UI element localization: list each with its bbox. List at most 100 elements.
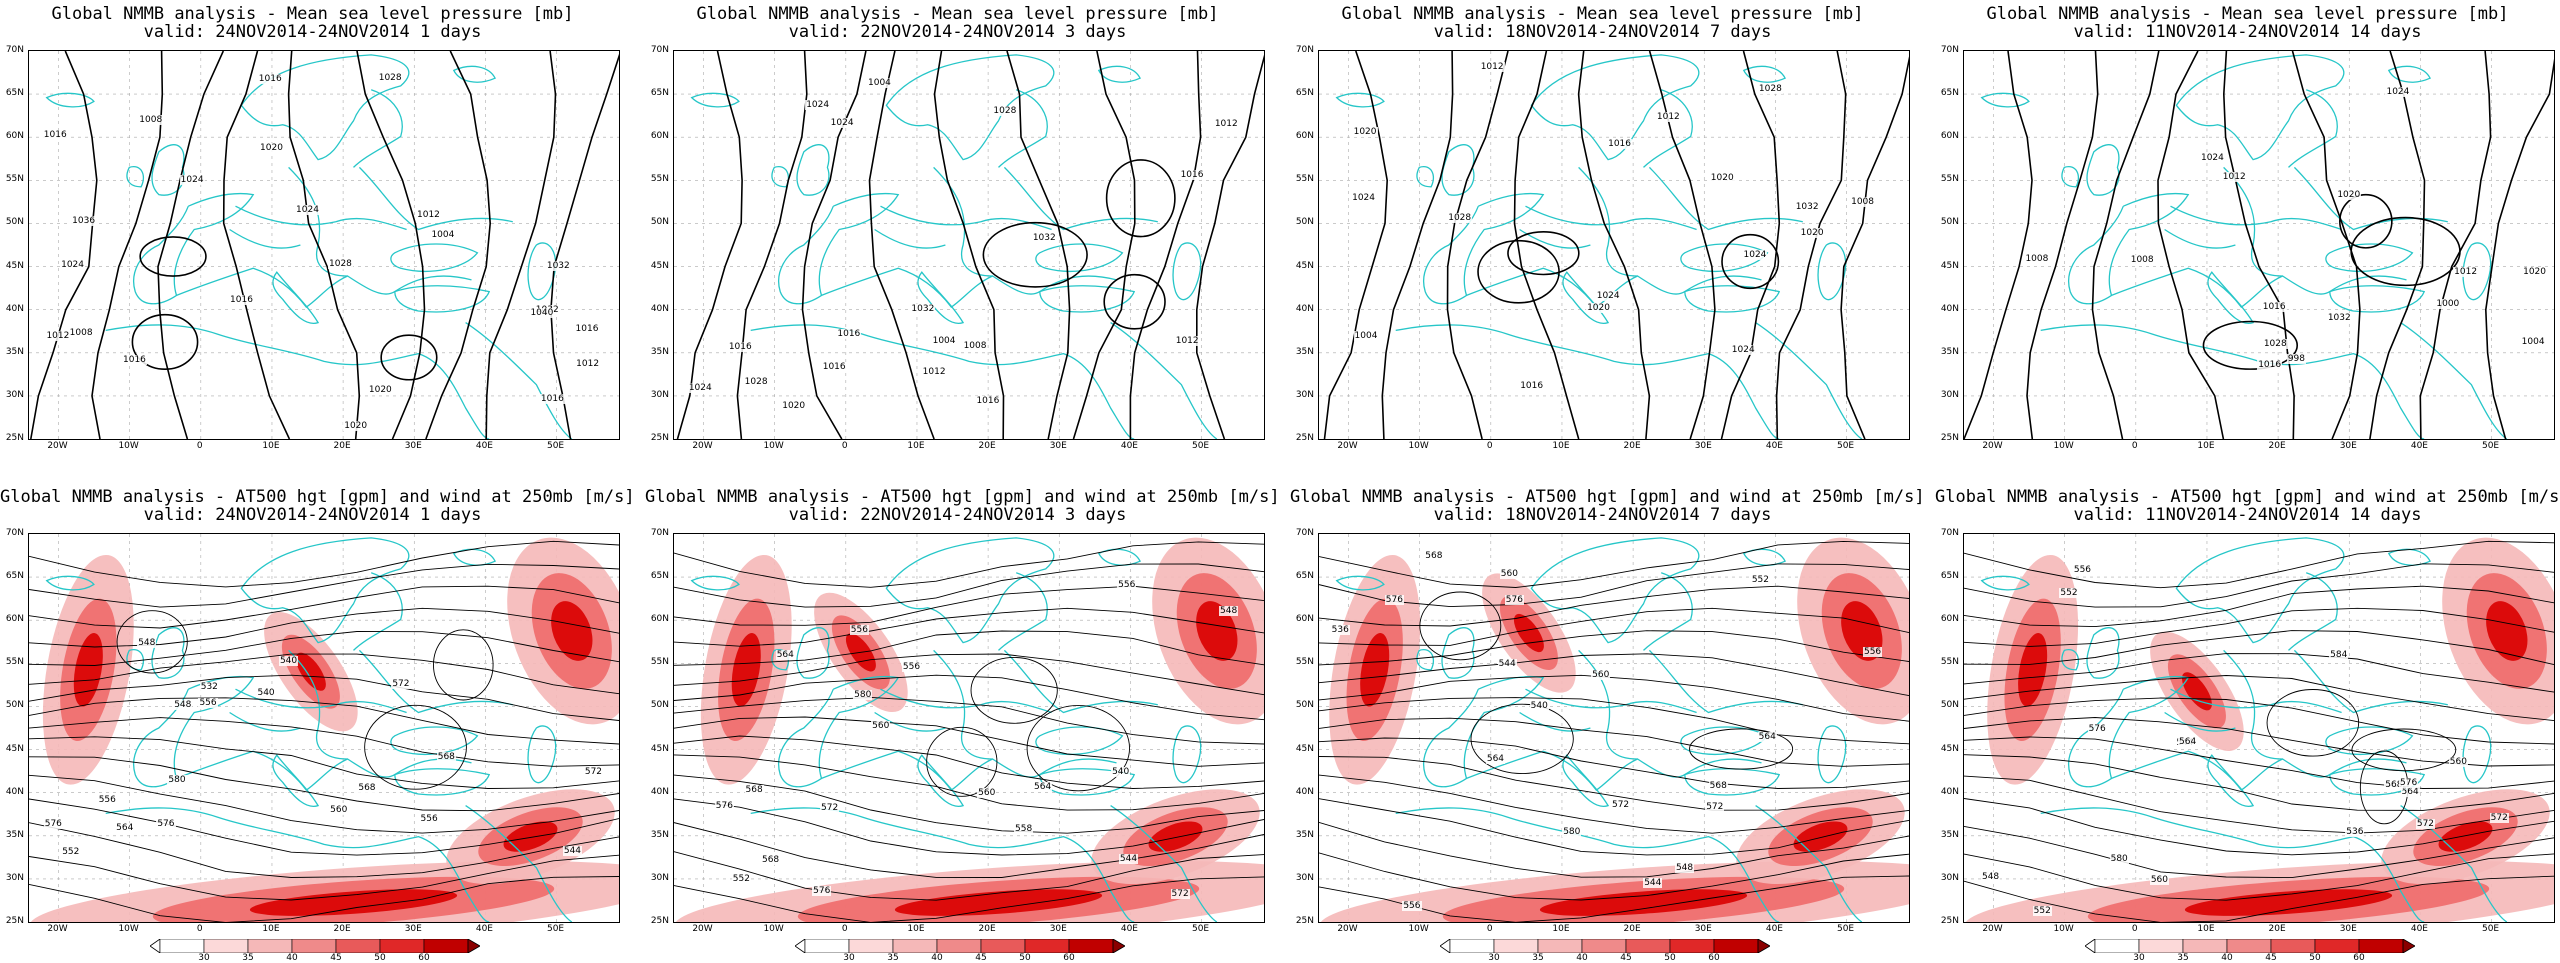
- contour-label: 1032: [545, 260, 571, 271]
- lon-tick-label: 20E: [1623, 441, 1641, 451]
- lon-tick-label: 10E: [2197, 441, 2215, 451]
- contour-label: 1028: [2262, 338, 2288, 349]
- contour-label: 540: [278, 656, 299, 667]
- lon-tick-label: 0: [2131, 441, 2138, 451]
- contour-line: [674, 754, 1264, 811]
- coast-path: [750, 324, 1135, 439]
- lat-tick-label: 60N: [1940, 131, 1959, 142]
- mslp-panel-4: Global NMMB analysis - Mean sea level pr…: [1935, 4, 2560, 451]
- coast-path: [2207, 271, 2255, 324]
- contour-line: [29, 653, 619, 695]
- coast-path: [1395, 324, 1780, 439]
- closed-contour: [1105, 159, 1176, 238]
- coast-path: [1035, 243, 1124, 272]
- colorbar-bin: [848, 939, 894, 953]
- contour-label: 1008: [2129, 255, 2155, 266]
- closed-contour: [1419, 591, 1502, 661]
- coast-path: [2164, 228, 2236, 249]
- contour-label: 1012: [2453, 267, 2479, 278]
- contour-label: 558: [1014, 824, 1034, 835]
- contour-label: 568: [2384, 779, 2404, 790]
- contour-line: [1319, 607, 1909, 646]
- coast-path: [288, 649, 348, 760]
- contour-line: [674, 774, 1264, 834]
- lat-tick-label: 30N: [5, 872, 24, 883]
- mslp-panel-1: Global NMMB analysis - Mean sea level pr…: [0, 5, 625, 451]
- contour-label: 584: [2329, 649, 2349, 660]
- contour-label: 556: [1402, 900, 1422, 911]
- lat-tick-label: 50N: [5, 217, 24, 228]
- colorbar-bin: [2138, 939, 2184, 953]
- coast-path: [2170, 205, 2342, 231]
- lat-tick-label: 25N: [650, 433, 669, 443]
- hgt500-panel-4: Global NMMB analysis - AT500 hgt [gpm] a…: [1935, 488, 2560, 963]
- colorbar-label: 35: [887, 953, 899, 963]
- coast-path: [151, 144, 185, 196]
- contour-line: [29, 774, 619, 834]
- closed-contour: [982, 221, 1088, 288]
- coast-path: [1335, 92, 1385, 108]
- colorbar-label: 60: [1063, 953, 1075, 963]
- contour-label: 1028: [377, 73, 403, 84]
- contour-line: [1381, 51, 1454, 439]
- contour-line: [1006, 51, 1071, 439]
- contour-label: 540: [1111, 766, 1131, 777]
- closed-contour: [2351, 728, 2457, 772]
- colorbar-bin: [379, 939, 425, 953]
- coast-path: [1416, 165, 1435, 188]
- coast-path: [690, 575, 740, 591]
- contour-line: [674, 541, 1264, 588]
- contour-line: [1319, 585, 1909, 627]
- lat-tick-label: 55N: [1295, 657, 1314, 668]
- contour-label: 580: [1562, 827, 1582, 838]
- lon-tick-label: 10W: [763, 924, 784, 934]
- lon-tick-label: 40E: [2410, 924, 2428, 934]
- contour-label: 1020: [1352, 126, 1378, 137]
- lon-tick-label: 20E: [1623, 924, 1641, 934]
- contour-line: [356, 51, 426, 439]
- coast-path: [229, 228, 301, 249]
- contour-label: 572: [1610, 800, 1631, 811]
- contour-label: 1024: [1351, 193, 1377, 204]
- contour-label: 576: [1504, 594, 1524, 605]
- lon-tick-label: 20E: [333, 441, 351, 451]
- coast-path: [229, 711, 301, 732]
- contour-label: 552: [2032, 906, 2052, 917]
- contour-label: 1024: [805, 100, 831, 111]
- contour-label: 1024: [2385, 86, 2411, 97]
- contour-line: [1319, 821, 1909, 878]
- wind-region: [1148, 821, 1203, 852]
- contour-line: [674, 696, 1264, 745]
- contour-label: 560: [1591, 669, 1611, 680]
- contour-line: [1964, 51, 2033, 439]
- colorbar-label: 40: [1576, 953, 1588, 963]
- lat-tick-label: 45N: [1295, 260, 1314, 271]
- lon-tick-label: 20W: [1982, 924, 2003, 934]
- colorbar-label: 30: [2133, 953, 2145, 963]
- map-frame: 548 556 540 544 548 552 532 540 568 572 576 580 564 5…: [28, 533, 620, 923]
- contour-line: [2484, 58, 2554, 439]
- contour-label: 572: [1170, 888, 1190, 899]
- contour-label: 580: [167, 775, 187, 786]
- contour-lines: [1964, 540, 2554, 922]
- colorbar-label: 35: [2177, 953, 2189, 963]
- coast-path: [1466, 267, 1762, 308]
- lat-tick-label: 25N: [1295, 433, 1314, 443]
- contour-line: [485, 51, 557, 439]
- contour-line: [1319, 852, 1909, 901]
- wind-region: [2438, 821, 2493, 852]
- contour-label: 576: [812, 886, 832, 897]
- coast-path: [452, 65, 496, 83]
- contour-line: [2091, 51, 2160, 439]
- colorbar-label: 40: [2221, 953, 2233, 963]
- contour-label: 1024: [687, 383, 713, 394]
- lat-tick-label: 45N: [5, 743, 24, 754]
- closed-contour: [131, 313, 199, 371]
- contour-line: [91, 51, 164, 439]
- wind-region: [2486, 601, 2528, 661]
- coast-path: [1643, 572, 1693, 651]
- contour-line: [1964, 563, 2554, 608]
- coast-path: [2387, 65, 2431, 83]
- contour-line: [1319, 653, 1909, 697]
- panel-title: Global NMMB analysis - Mean sea level pr…: [1986, 4, 2509, 24]
